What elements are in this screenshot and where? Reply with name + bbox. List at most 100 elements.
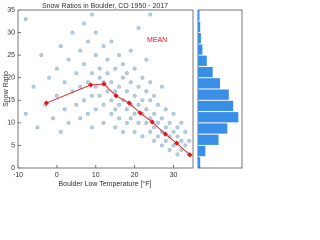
chart: Snow Ratios in Boulder, CO 1950 - 2017 B… bbox=[3, 3, 243, 188]
scatter-point bbox=[117, 84, 122, 89]
scatter-point bbox=[132, 111, 137, 116]
scatter-point bbox=[159, 84, 164, 89]
scatter-point bbox=[82, 21, 87, 26]
scatter-point bbox=[152, 138, 157, 143]
scatter-point bbox=[93, 84, 98, 89]
scatter-point bbox=[101, 120, 106, 125]
scatter-point bbox=[78, 48, 83, 53]
mean-marker bbox=[162, 131, 168, 137]
scatter-point bbox=[183, 143, 188, 148]
scatter-point bbox=[113, 66, 118, 71]
scatter-point bbox=[136, 120, 141, 125]
histogram-bar bbox=[198, 21, 201, 33]
scatter-point bbox=[117, 116, 122, 121]
scatter-point bbox=[152, 125, 157, 130]
histogram-bar bbox=[198, 145, 206, 157]
scatter-point bbox=[175, 125, 180, 130]
histogram-bar bbox=[198, 89, 229, 100]
histogram-bar bbox=[198, 55, 207, 66]
mean-marker bbox=[88, 82, 94, 88]
y-tick-label: 25 bbox=[7, 52, 15, 59]
scatter-point bbox=[187, 138, 192, 143]
scatter-point bbox=[175, 134, 180, 139]
scatter-point bbox=[155, 120, 160, 125]
x-tick-label: 10 bbox=[92, 172, 100, 179]
scatter-point bbox=[140, 98, 145, 103]
scatter-point bbox=[101, 102, 106, 107]
scatter-point bbox=[124, 107, 129, 112]
y-tick-label: 20 bbox=[7, 75, 15, 82]
scatter-point bbox=[62, 107, 67, 112]
scatter-point bbox=[93, 53, 98, 58]
scatter-point bbox=[93, 107, 98, 112]
scatter-point bbox=[148, 98, 153, 103]
scatter-point bbox=[132, 66, 137, 71]
scatter-point bbox=[144, 107, 149, 112]
histogram-bar bbox=[198, 157, 201, 168]
histogram-bar bbox=[198, 10, 200, 21]
y-tick-label: 15 bbox=[7, 97, 15, 104]
mean-marker bbox=[126, 100, 132, 106]
scatter-point bbox=[89, 93, 94, 98]
scatter-point bbox=[124, 120, 129, 125]
scatter-point bbox=[136, 102, 141, 107]
scatter-point bbox=[105, 57, 110, 62]
scatter-point bbox=[82, 98, 87, 103]
scatter-point bbox=[159, 143, 164, 148]
scatter-point bbox=[31, 84, 36, 89]
plot-frame bbox=[17, 9, 194, 169]
scatter-point bbox=[167, 147, 172, 152]
histogram-bar bbox=[198, 123, 228, 134]
histogram-bar bbox=[198, 66, 213, 78]
mean-marker bbox=[113, 93, 119, 99]
y-axis-label: Snow Ratio bbox=[3, 71, 10, 107]
scatter-point bbox=[58, 129, 63, 134]
scatter-point bbox=[109, 39, 114, 44]
scatter-point bbox=[97, 93, 102, 98]
scatter-point bbox=[179, 138, 184, 143]
histogram-bar bbox=[198, 100, 234, 112]
scatter-point bbox=[109, 80, 114, 85]
scatter-point bbox=[132, 93, 137, 98]
scatter-point bbox=[109, 98, 114, 103]
histogram-bar bbox=[198, 78, 220, 89]
scatter-point bbox=[155, 134, 160, 139]
histogram-bar bbox=[198, 134, 219, 145]
hist-frame bbox=[197, 9, 243, 169]
scatter-point bbox=[136, 26, 141, 31]
y-tick-label: 30 bbox=[7, 29, 15, 36]
scatter-point bbox=[167, 120, 172, 125]
mean-marker bbox=[137, 110, 143, 116]
scatter-point bbox=[171, 129, 176, 134]
y-tick-label: 35 bbox=[7, 7, 15, 14]
scatter-point bbox=[152, 111, 157, 116]
scatter-point bbox=[179, 147, 184, 152]
scatter-point bbox=[124, 89, 129, 94]
scatter-point bbox=[105, 71, 110, 76]
x-tick-label: 0 bbox=[55, 172, 59, 179]
scatter-point bbox=[163, 138, 168, 143]
scatter-point bbox=[39, 53, 44, 58]
scatter-point bbox=[54, 66, 59, 71]
histogram-bar bbox=[198, 33, 201, 44]
legend-label: MEAN bbox=[147, 37, 167, 44]
scatter-point bbox=[140, 75, 145, 80]
scatter-point bbox=[35, 125, 40, 130]
y-tick-label: 5 bbox=[11, 142, 15, 149]
scatter-point bbox=[109, 111, 114, 116]
scatter-point bbox=[124, 71, 129, 76]
x-tick-label: 20 bbox=[131, 172, 139, 179]
scatter-point bbox=[175, 152, 180, 157]
scatter-point bbox=[89, 71, 94, 76]
scatter-point bbox=[128, 80, 133, 85]
scatter-point bbox=[85, 39, 90, 44]
scatter-point bbox=[93, 30, 98, 35]
x-tick-label: 30 bbox=[170, 172, 178, 179]
scatter-point bbox=[51, 116, 56, 121]
scatter-point bbox=[128, 116, 133, 121]
mean-marker bbox=[149, 119, 155, 125]
scatter-point bbox=[62, 80, 67, 85]
scatter-point bbox=[58, 44, 63, 49]
scatter-point bbox=[113, 107, 118, 112]
scatter-point bbox=[78, 116, 83, 121]
